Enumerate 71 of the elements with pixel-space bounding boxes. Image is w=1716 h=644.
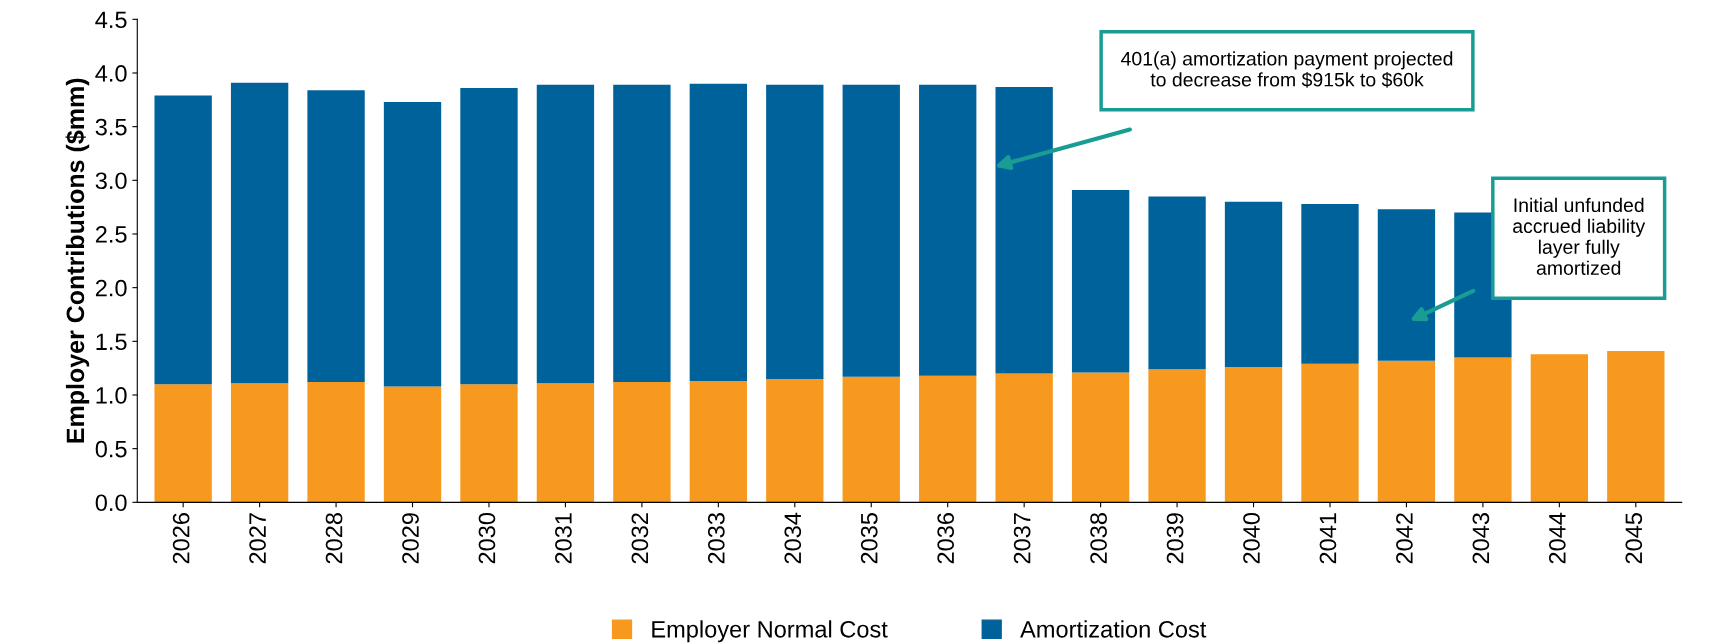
bar [536, 84, 595, 384]
x-tick-label: 2028 [325, 513, 343, 564]
bar [1071, 189, 1130, 373]
bar [307, 382, 365, 503]
bar [460, 384, 518, 503]
bar [154, 95, 212, 385]
y-tick-label: 2.0 [95, 279, 127, 297]
y-tick-label: 1.5 [96, 333, 127, 351]
bar [383, 386, 442, 503]
x-tick-label: 2040 [1243, 512, 1260, 564]
x-tick-label: 2039 [1166, 513, 1184, 564]
y-tick-label: 0.0 [95, 494, 127, 512]
x-tick-label: 2030 [478, 512, 496, 564]
x-tick-label: 2026 [172, 513, 190, 564]
x-tick-label: 2037 [1013, 513, 1031, 564]
y-tick-label: 2.5 [95, 226, 127, 243]
bar [1224, 201, 1283, 368]
bar [919, 84, 977, 376]
bar [1377, 360, 1436, 503]
bar [1377, 209, 1436, 361]
x-tick-label: 2041 [1319, 513, 1337, 564]
bar [995, 373, 1053, 503]
y-axis-title: Employer Contributions ($mm) [65, 78, 90, 443]
bar [307, 90, 365, 383]
y-tick-label: 0.5 [95, 440, 127, 458]
x-tick-label: 2036 [937, 513, 955, 564]
x-tick-label: 2027 [249, 513, 266, 564]
y-tick-label: 3.0 [95, 172, 127, 190]
x-tick-label: 2034 [784, 512, 802, 564]
bar [613, 382, 671, 503]
bar [842, 376, 900, 503]
annotation: Initial unfunded accrued liability layer fully amortized [1513, 197, 1646, 275]
bar [689, 83, 748, 382]
bar [1071, 372, 1130, 503]
x-tick-label: 2032 [631, 513, 649, 564]
bar [230, 383, 289, 503]
x-tick-label: 2031 [555, 513, 572, 564]
annotation: 401(a) amortization payment projected to decrease from $915k to $60k [1121, 51, 1453, 88]
bar [383, 101, 442, 387]
bar [1148, 369, 1206, 503]
y-tick-label: 1.0 [96, 387, 127, 404]
bar [766, 378, 824, 503]
bar [766, 84, 824, 379]
bar [536, 383, 595, 503]
bar [689, 381, 748, 503]
x-tick-label: 2044 [1548, 512, 1566, 564]
x-tick-label: 2045 [1625, 513, 1643, 564]
x-tick-label: 2038 [1090, 513, 1107, 564]
bar [230, 82, 289, 384]
bar [842, 84, 900, 377]
bar [1224, 367, 1283, 503]
legend-label: Employer Normal Cost [652, 620, 888, 643]
bar [1454, 357, 1512, 503]
bar [1301, 203, 1359, 364]
y-tick-label: 4.0 [95, 65, 127, 82]
y-tick-label: 4.5 [95, 11, 127, 29]
bar [1530, 354, 1589, 503]
legend-label: Amortization Cost [1020, 620, 1207, 638]
bar [1301, 363, 1359, 503]
x-tick-label: 2043 [1472, 513, 1490, 564]
x-tick-label: 2035 [860, 513, 878, 564]
x-tick-label: 2029 [402, 513, 419, 564]
x-tick-label: 2042 [1396, 513, 1413, 564]
bar [1148, 196, 1206, 370]
bar [919, 375, 977, 503]
x-tick-label: 2033 [707, 513, 725, 564]
bar [613, 84, 671, 383]
bar [1607, 350, 1665, 503]
bar [154, 384, 212, 503]
bar [460, 88, 518, 385]
y-tick-label: 3.5 [95, 118, 127, 136]
